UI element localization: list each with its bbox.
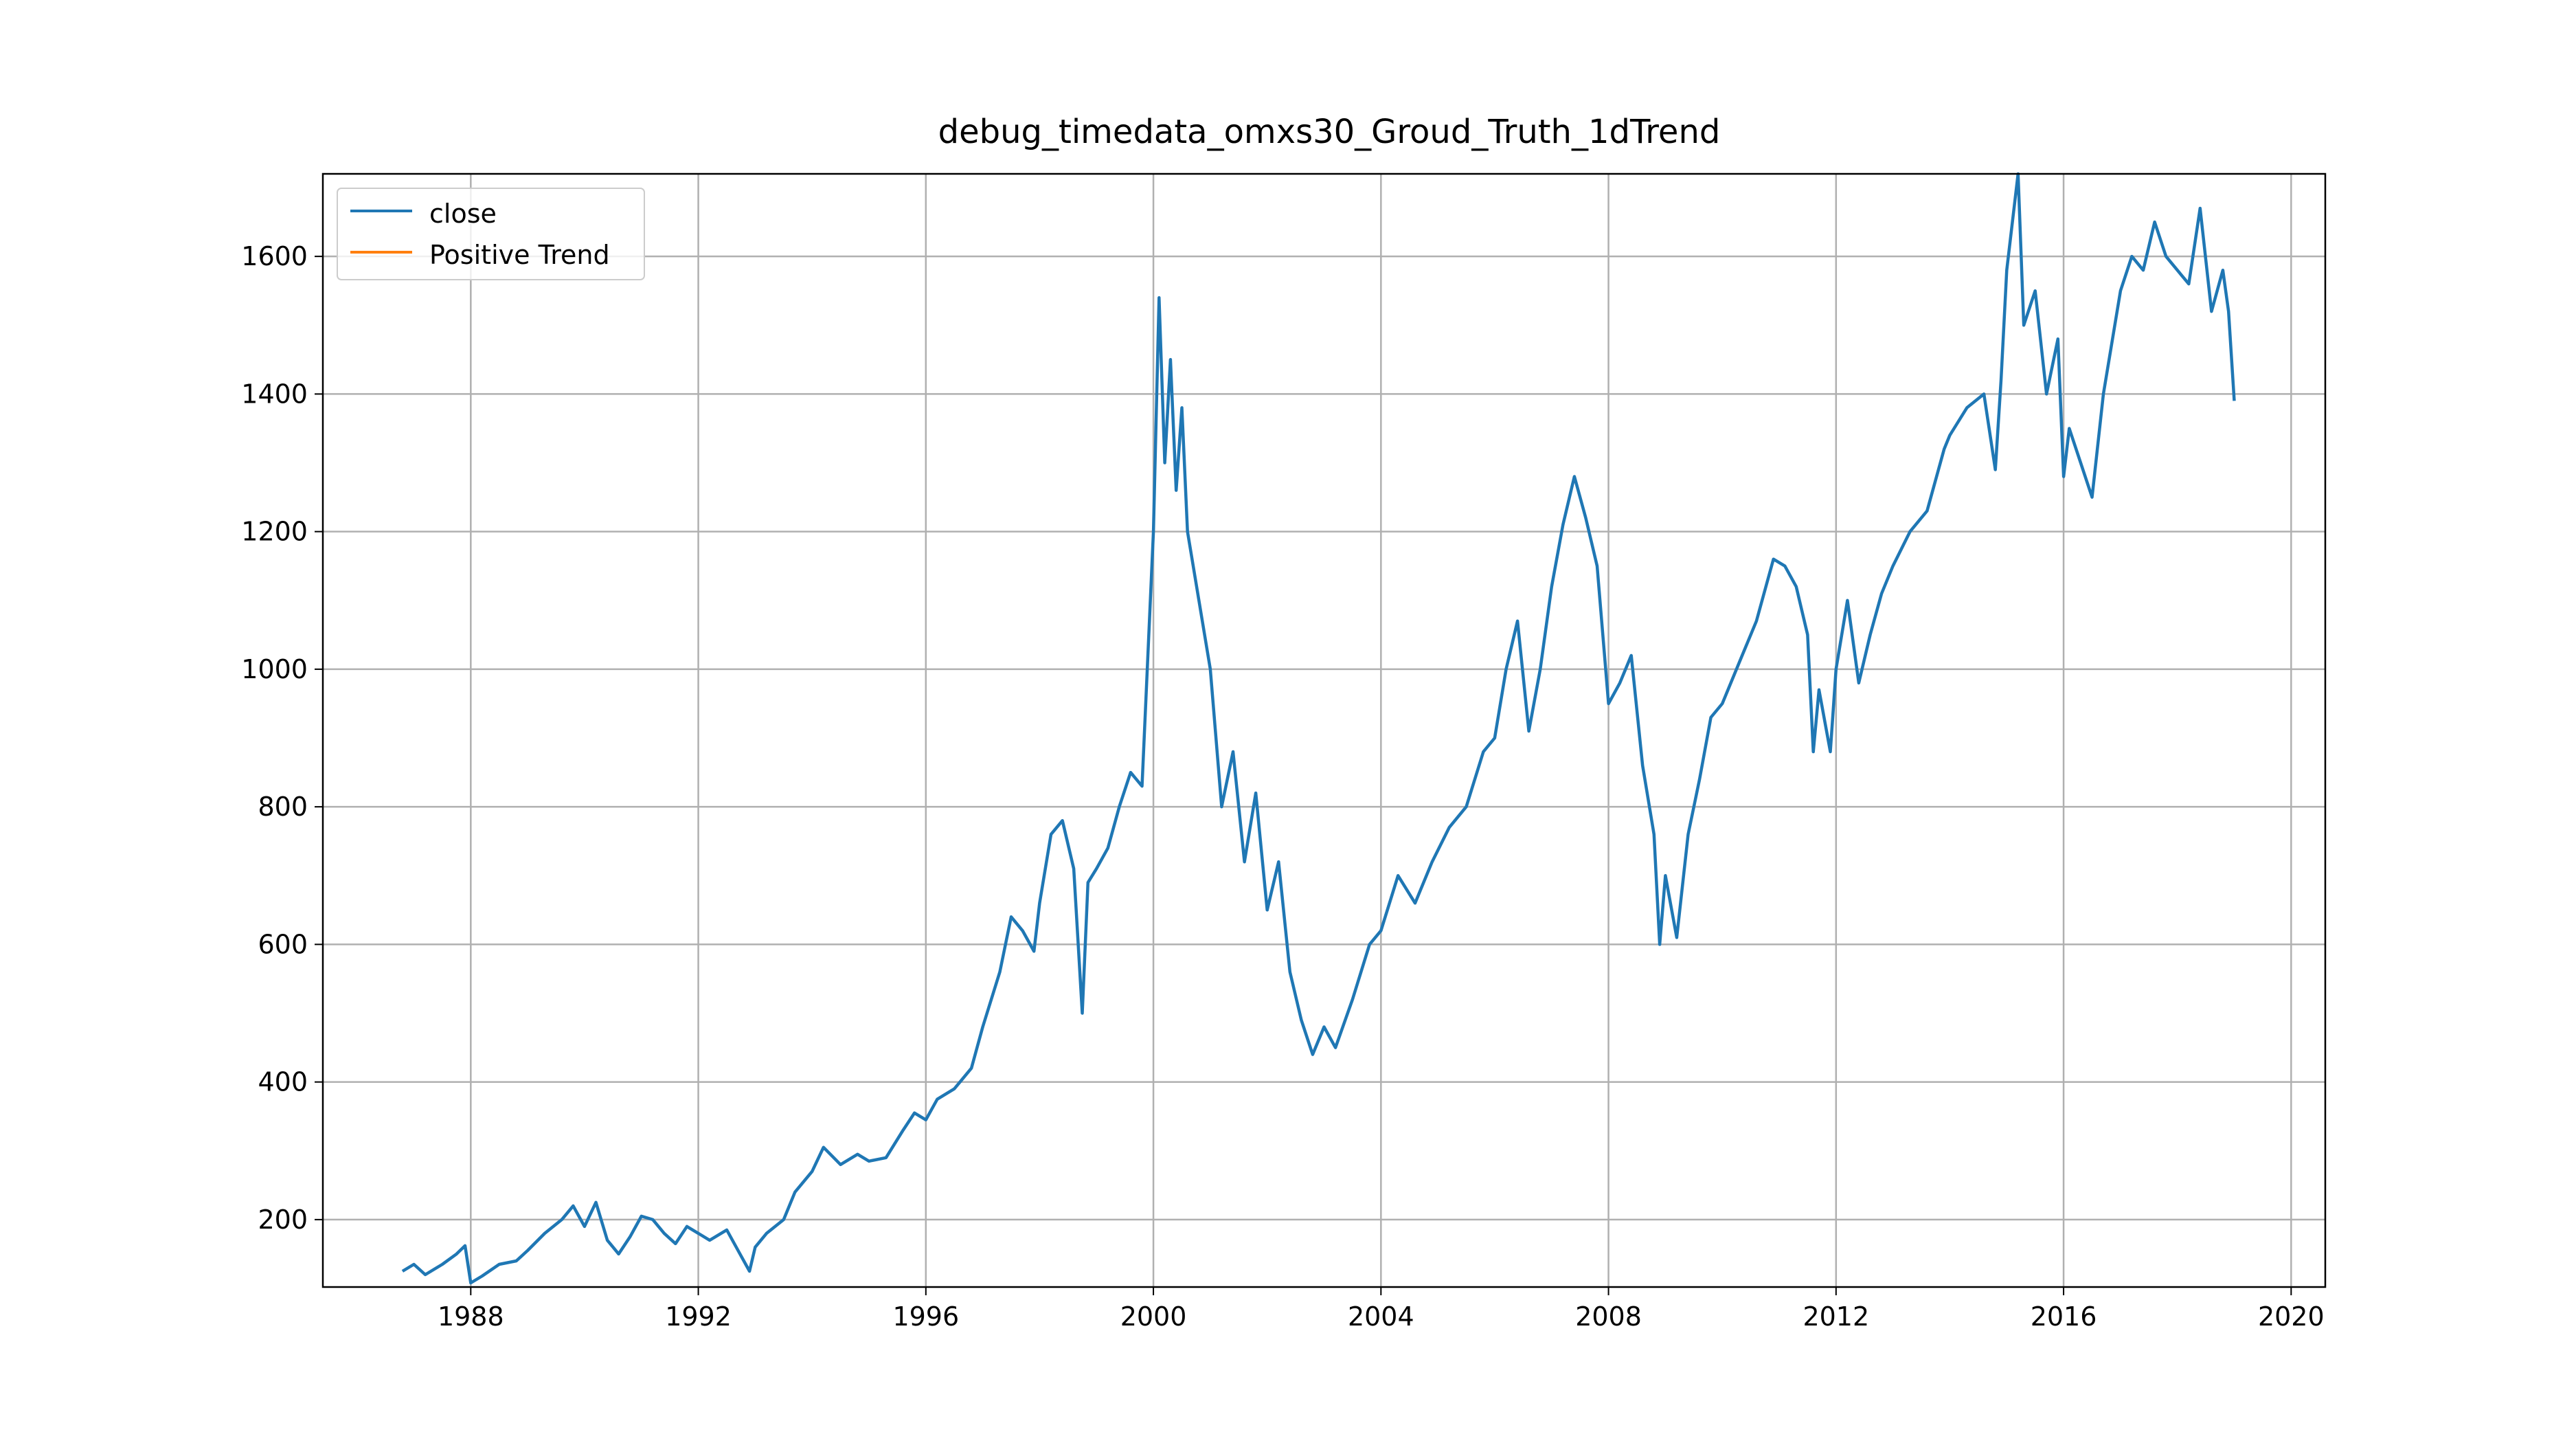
- y-tick-label: 1400: [241, 379, 308, 409]
- y-tick-label: 1000: [241, 654, 308, 684]
- x-axis: 1988 1992 1996 2000 2004 2008 2012 2016 2020: [438, 1287, 2325, 1332]
- x-tick-label: 2004: [1348, 1301, 1414, 1332]
- y-tick-label: 600: [258, 929, 308, 959]
- y-tick-label: 200: [258, 1205, 308, 1235]
- plot-area: [401, 172, 2236, 1285]
- x-tick-label: 2000: [1120, 1301, 1187, 1332]
- chart-title: debug_timedata_omxs30_Groud_Truth_1dTren…: [938, 113, 1721, 151]
- legend-box: [337, 188, 645, 280]
- y-tick-label: 1600: [241, 241, 308, 271]
- plot-frame: [321, 172, 2327, 1288]
- x-tick-label: 2008: [1575, 1301, 1642, 1332]
- x-tick-label: 2012: [1803, 1301, 1869, 1332]
- y-tick-label: 800: [258, 792, 308, 822]
- y-tick-label: 1200: [241, 517, 308, 547]
- x-tick-label: 1992: [665, 1301, 732, 1332]
- x-tick-label: 1988: [438, 1301, 504, 1332]
- grid-lines: [323, 174, 2325, 1287]
- series-line-close: [401, 172, 2236, 1285]
- x-tick-label: 1996: [892, 1301, 959, 1332]
- legend: close Positive Trend: [337, 188, 645, 280]
- x-tick-label: 2020: [2258, 1301, 2325, 1332]
- x-tick-label: 2016: [2031, 1301, 2097, 1332]
- y-tick-label: 400: [258, 1067, 308, 1097]
- legend-label-positive-trend: Positive Trend: [429, 240, 610, 270]
- legend-label-close: close: [429, 199, 497, 229]
- y-axis: 200 400 600 800 1000 1200 1400 1600: [241, 241, 323, 1235]
